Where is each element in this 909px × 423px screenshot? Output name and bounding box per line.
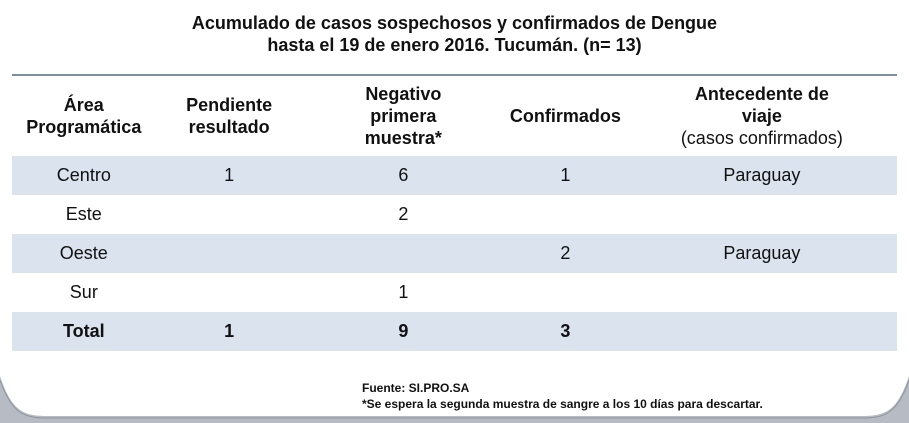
cell-antecedente [627, 273, 897, 312]
header-area-line-1: Área [63, 95, 104, 115]
cell-negativo: 2 [398, 204, 409, 224]
header-antecedente-line-1: Antecedente de [694, 84, 829, 104]
cell-area: Sur [69, 282, 98, 302]
cell-negativo: 1 [398, 282, 409, 302]
header-antecedente-sub: (casos confirmados) [680, 128, 843, 148]
header-row: Área Programática Pendiente resultado Ne… [12, 75, 897, 156]
header-negativo: Negativo primera muestra* [303, 75, 505, 156]
header-area-line-2: Programática [26, 117, 142, 137]
header-pendiente-line-2: resultado [188, 117, 270, 137]
header-negativo-line-2: primera [370, 106, 437, 126]
header-confirmados: Confirmados [509, 106, 621, 126]
cell-antecedente: Paraguay [723, 165, 801, 185]
cell-confirmados [504, 195, 627, 234]
cell-total-pendiente: 1 [224, 321, 235, 341]
cell-total-antecedente [627, 312, 897, 351]
header-negativo-line-1: Negativo [365, 84, 442, 104]
table-notes: Fuente: SI.PRO.SA *Se espera la segunda … [362, 380, 763, 412]
cell-total-label: Total [62, 321, 105, 341]
cell-pendiente [156, 234, 303, 273]
title-line-2: hasta el 19 de enero 2016. Tucumán. (n= … [267, 35, 642, 55]
cell-area: Centro [56, 165, 111, 185]
header-area: Área Programática [12, 75, 156, 156]
header-pendiente: Pendiente resultado [156, 75, 303, 156]
table-row: Sur 1 [12, 273, 897, 312]
cell-confirmados: 1 [560, 165, 571, 185]
table-header: Área Programática Pendiente resultado Ne… [12, 75, 897, 156]
table-row: Centro 1 6 1 Paraguay [12, 156, 897, 195]
cell-area: Este [65, 204, 102, 224]
cell-confirmados: 2 [560, 243, 571, 263]
cell-antecedente [627, 195, 897, 234]
cell-antecedente: Paraguay [723, 243, 801, 263]
header-pendiente-line-1: Pendiente [186, 95, 273, 115]
total-row: Total 1 9 3 [12, 312, 897, 351]
dengue-cases-table: Área Programática Pendiente resultado Ne… [12, 74, 897, 351]
header-negativo-line-3: muestra* [364, 128, 442, 148]
cell-pendiente: 1 [224, 165, 235, 185]
title-line-1: Acumulado de casos sospechosos y confirm… [191, 13, 718, 33]
cell-total-confirmados: 3 [560, 321, 571, 341]
table-row: Este 2 [12, 195, 897, 234]
cell-negativo [303, 234, 505, 273]
source-note: Fuente: SI.PRO.SA [362, 381, 470, 395]
table-row: Oeste 2 Paraguay [12, 234, 897, 273]
table-title: Acumulado de casos sospechosos y confirm… [0, 12, 909, 56]
cell-total-negativo: 9 [398, 321, 409, 341]
table-body: Centro 1 6 1 Paraguay Este 2 Oeste 2 Par… [12, 156, 897, 351]
header-antecedente: Antecedente de viaje (casos confirmados) [627, 75, 897, 156]
cell-pendiente [156, 273, 303, 312]
cell-negativo: 6 [398, 165, 409, 185]
header-antecedente-line-2: viaje [741, 106, 782, 126]
cell-area: Oeste [59, 243, 108, 263]
cell-confirmados [504, 273, 627, 312]
footnote: *Se espera la segunda muestra de sangre … [362, 397, 763, 411]
cell-pendiente [156, 195, 303, 234]
